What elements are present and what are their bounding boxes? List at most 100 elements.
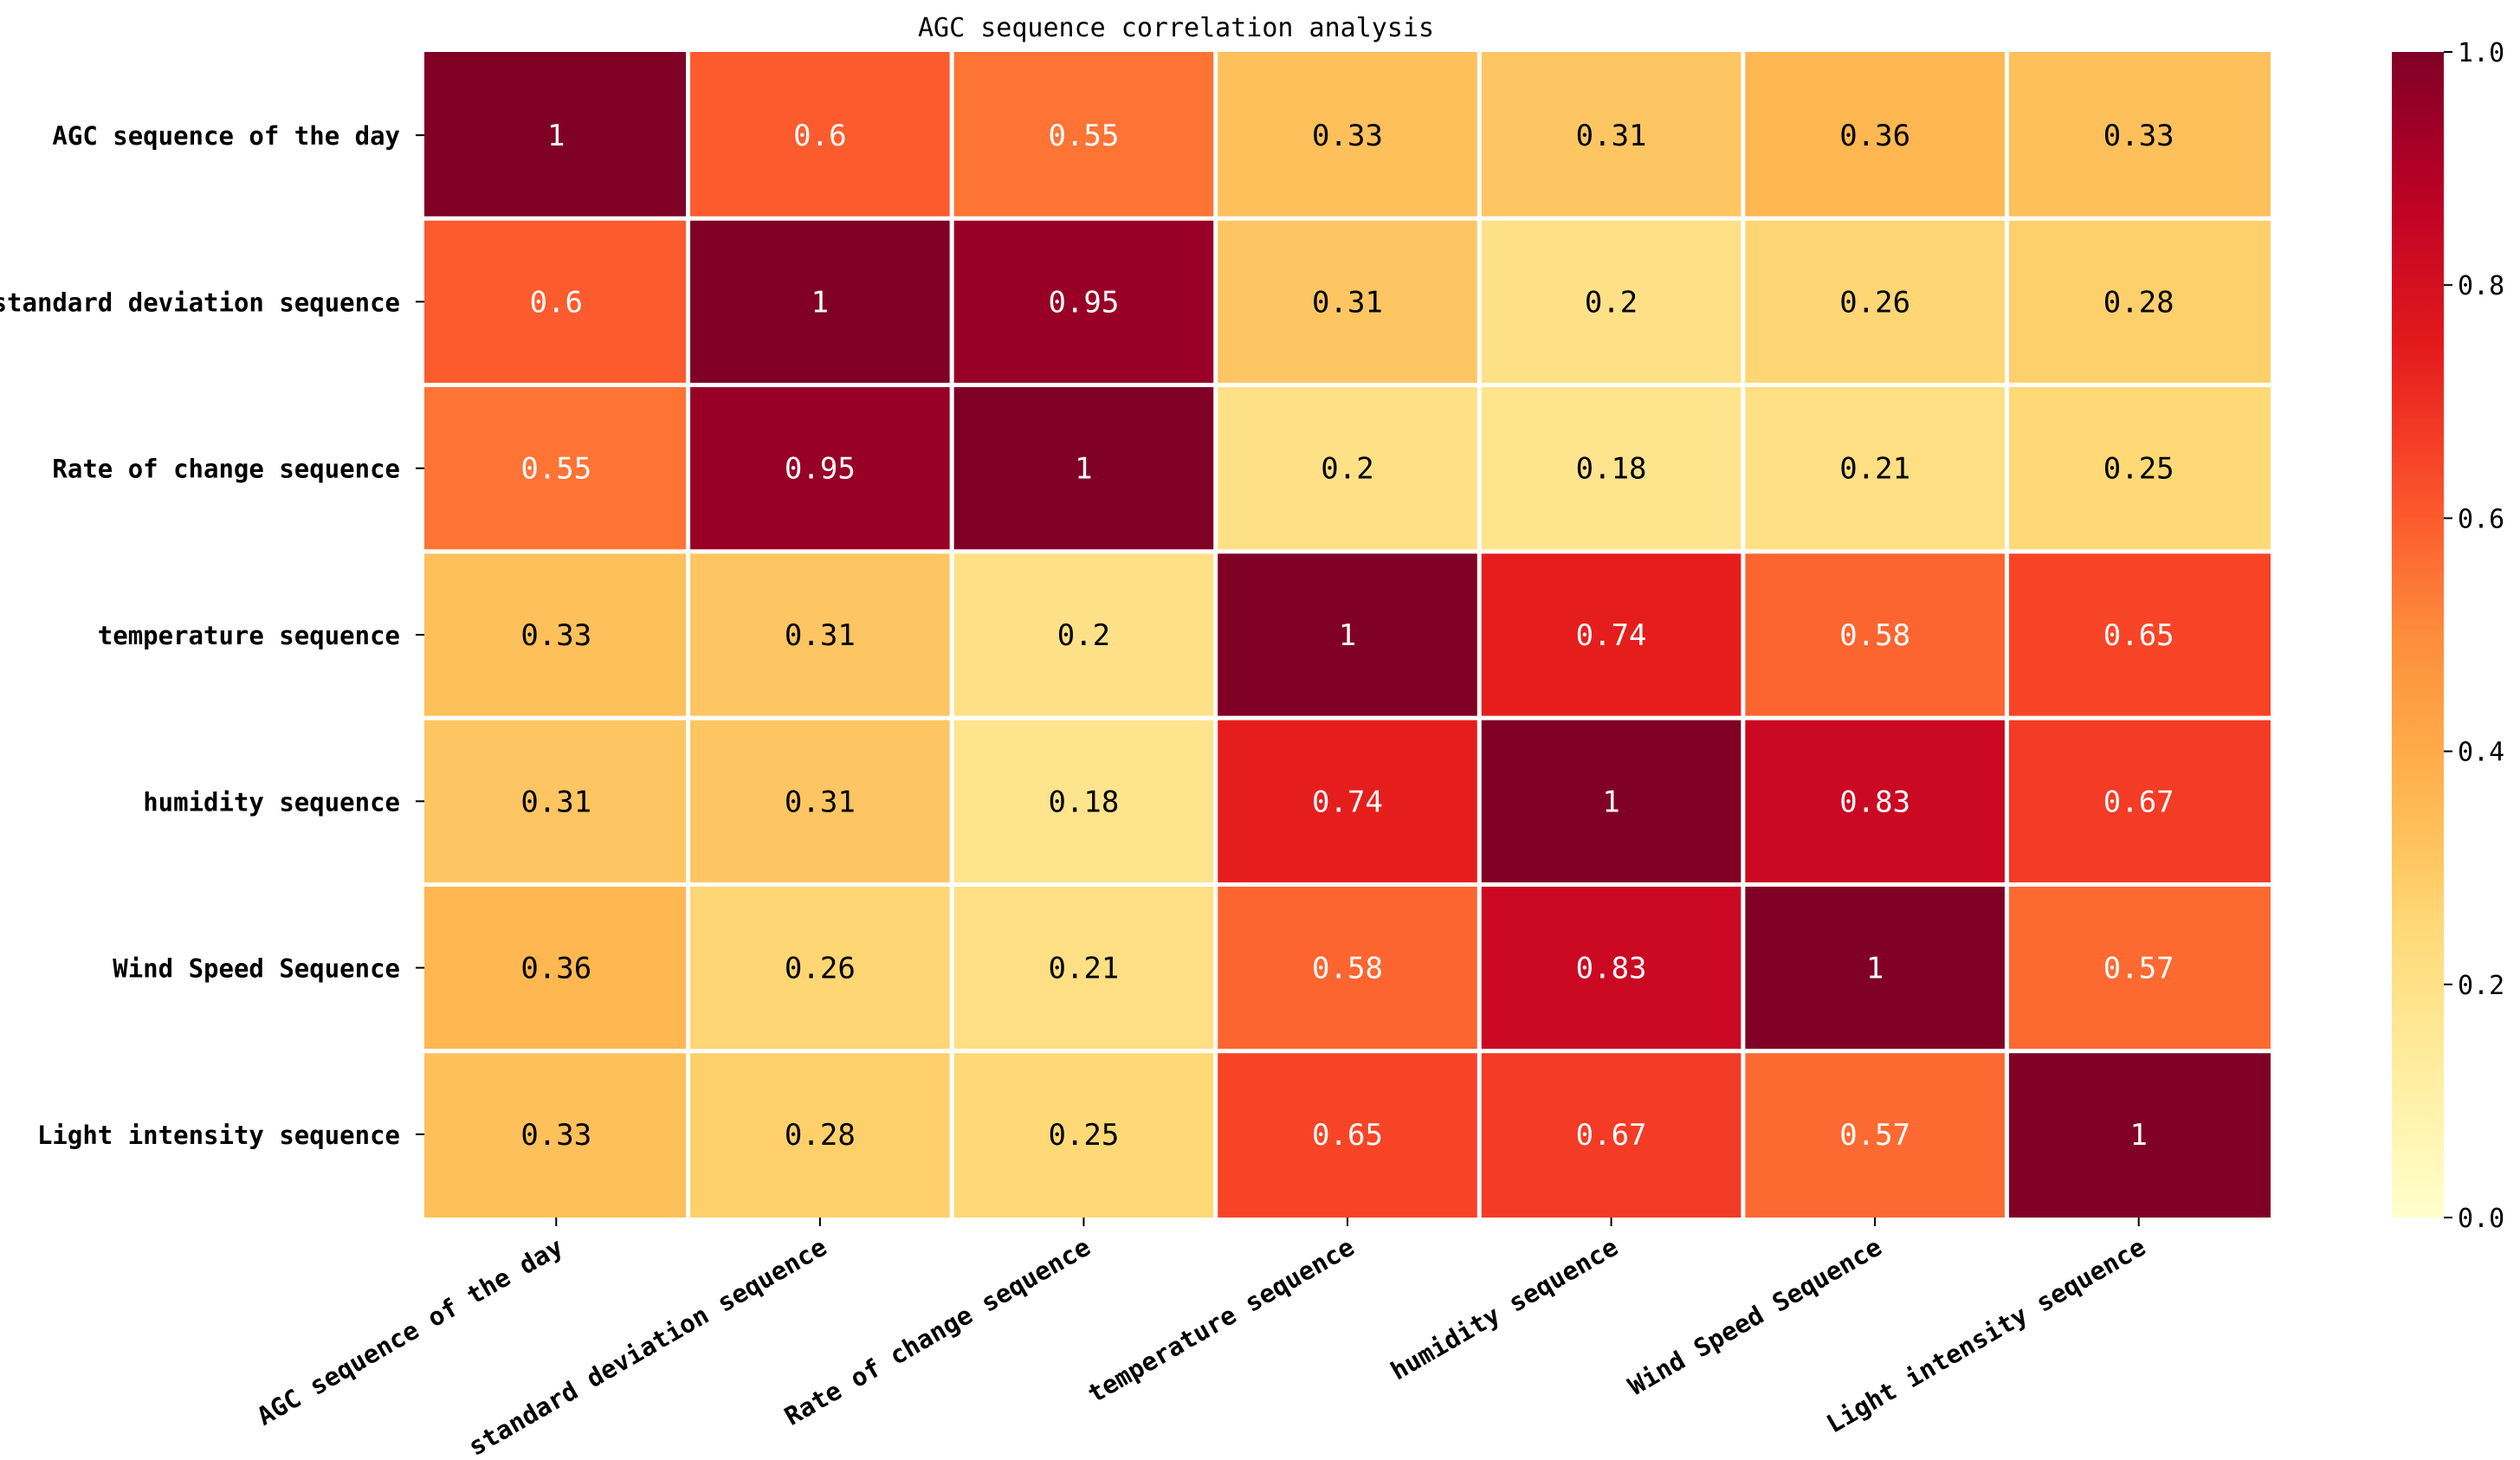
cell-annotation: 0.67 — [1576, 1118, 1647, 1153]
heatmap-cell — [1481, 720, 1741, 882]
heatmap-cell — [1218, 387, 1477, 550]
row-label: AGC sequence of the day — [52, 121, 400, 151]
heatmap-cell — [690, 220, 950, 384]
colorbar-tick-label: 1.0 — [2458, 38, 2504, 68]
heatmap-cell — [953, 553, 1214, 716]
row-labels: AGC sequence of the day standard deviatio… — [0, 121, 424, 1150]
heatmap-cell — [953, 220, 1214, 384]
heatmap-annotations: 1 0.6 0.55 0.33 0.31 0.36 0.33 0.6 1 0.95 0.31 0.2 0… — [520, 119, 2174, 1153]
cell-annotation: 0.57 — [1839, 1118, 1910, 1153]
heatmap-cell — [424, 553, 687, 716]
chart-title: AGC sequence correlation analysis — [918, 13, 1434, 43]
row-label: standard deviation sequence — [0, 287, 400, 317]
cell-annotation: 0.36 — [1839, 119, 1910, 153]
cell-annotation: 0.28 — [785, 1118, 856, 1153]
cell-annotation: 0.83 — [1839, 785, 1910, 819]
heatmap-cell — [953, 720, 1214, 882]
cell-annotation: 0.67 — [2103, 785, 2174, 819]
heatmap-cell — [2008, 220, 2271, 384]
heatmap-cell — [424, 886, 687, 1050]
heatmap-cell — [1745, 220, 2005, 384]
heatmap-cell — [1218, 1053, 1477, 1218]
heatmap-cell — [690, 52, 950, 216]
cell-annotation: 0.33 — [520, 618, 591, 653]
heatmap-cell — [1218, 220, 1477, 384]
cell-annotation: 0.18 — [1576, 452, 1647, 487]
heatmap-cell — [1745, 720, 2005, 882]
cell-annotation: 0.21 — [1048, 952, 1119, 986]
cell-annotation: 0.28 — [2103, 285, 2174, 320]
cell-annotation: 0.6 — [530, 285, 583, 320]
cell-annotation: 1 — [1602, 785, 1619, 819]
cell-annotation: 0.31 — [785, 785, 856, 819]
heatmap-cell — [1745, 553, 2005, 716]
cell-annotation: 1 — [2129, 1118, 2147, 1153]
column-label: Rate of change sequence — [779, 1232, 1095, 1431]
cell-annotation: 0.57 — [2103, 952, 2174, 986]
heatmap-cell — [1481, 1053, 1741, 1218]
cell-annotation: 1 — [811, 285, 829, 320]
colorbar-gradient — [2392, 52, 2444, 1218]
cell-annotation: 0.95 — [785, 452, 856, 487]
heatmap-cell — [2008, 1053, 2271, 1218]
heatmap-cells — [424, 52, 2271, 1218]
heatmap-cell — [1745, 387, 2005, 550]
row-label: humidity sequence — [143, 787, 400, 817]
heatmap-cell — [1481, 52, 1741, 216]
colorbar-tick-label: 0.0 — [2458, 1204, 2504, 1234]
cell-annotation: 0.31 — [1576, 119, 1647, 153]
heatmap-cell — [424, 52, 687, 216]
cell-annotation: 0.33 — [520, 1118, 591, 1153]
cell-annotation: 0.74 — [1312, 785, 1383, 819]
row-label: Rate of change sequence — [52, 455, 400, 484]
heatmap-cell — [2008, 52, 2271, 216]
heatmap-cell — [690, 886, 950, 1050]
colorbar-tick-label: 0.2 — [2458, 971, 2504, 1001]
cell-annotation: 0.26 — [785, 952, 856, 986]
heatmap-cell — [690, 387, 950, 550]
heatmap-cell — [1745, 1053, 2005, 1218]
heatmap-cell — [1481, 387, 1741, 550]
heatmap-cell — [1481, 220, 1741, 384]
heatmap-cell — [2008, 886, 2271, 1050]
cell-annotation: 0.25 — [1048, 1118, 1119, 1153]
row-label: temperature sequence — [98, 621, 400, 650]
colorbar-ticks: 0.0 0.2 0.4 0.6 0.8 1.0 — [2444, 38, 2504, 1234]
cell-annotation: 0.83 — [1576, 952, 1647, 986]
column-label: humidity sequence — [1386, 1232, 1623, 1386]
heatmap-cell — [953, 1053, 1214, 1218]
colorbar — [2392, 52, 2444, 1218]
heatmap-cell — [424, 1053, 687, 1218]
row-label: Wind Speed Sequence — [113, 954, 400, 984]
cell-annotation: 0.36 — [520, 952, 591, 986]
heatmap-cell — [953, 52, 1214, 216]
heatmap-cell — [1481, 553, 1741, 716]
heatmap-cell — [1218, 720, 1477, 882]
cell-annotation: 1 — [1075, 452, 1092, 487]
cell-annotation: 0.26 — [1839, 285, 1910, 320]
cell-annotation: 0.6 — [793, 119, 846, 153]
cell-annotation: 0.18 — [1048, 785, 1119, 819]
column-label: temperature sequence — [1082, 1232, 1359, 1409]
heatmap-cell — [1745, 886, 2005, 1050]
cell-annotation: 0.31 — [520, 785, 591, 819]
cell-annotation: 0.55 — [520, 452, 591, 487]
cell-annotation: 0.58 — [1312, 952, 1383, 986]
heatmap-cell — [2008, 387, 2271, 550]
cell-annotation: 1 — [547, 119, 565, 153]
cell-annotation: 1 — [1339, 618, 1356, 653]
row-label: Light intensity sequence — [37, 1121, 400, 1150]
cell-annotation: 0.25 — [2103, 452, 2174, 487]
heatmap-cell — [1218, 886, 1477, 1050]
heatmap-cell — [690, 720, 950, 882]
cell-annotation: 0.31 — [1312, 285, 1383, 320]
cell-annotation: 0.31 — [785, 618, 856, 653]
colorbar-tick-label: 0.4 — [2458, 738, 2504, 768]
cell-annotation: 0.2 — [1585, 285, 1638, 320]
cell-annotation: 0.2 — [1057, 618, 1110, 653]
heatmap-cell — [424, 720, 687, 882]
cell-annotation: 0.58 — [1839, 618, 1910, 653]
heatmap-cell — [424, 220, 687, 384]
